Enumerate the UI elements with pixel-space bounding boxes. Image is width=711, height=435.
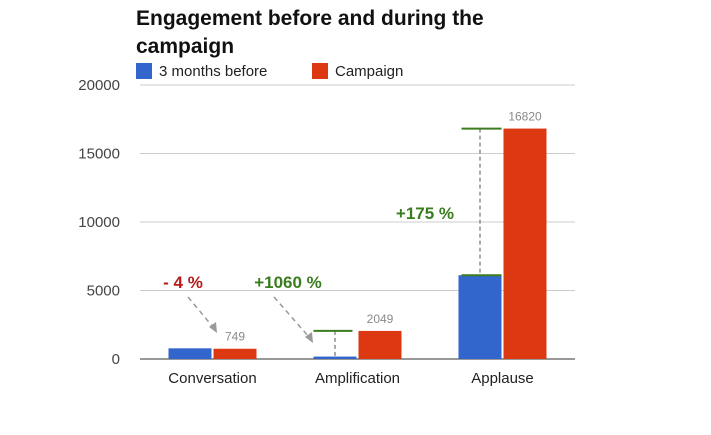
annotation-label: +175 %: [396, 204, 454, 223]
y-axis-ticks: 0 5000 10000 15000 20000: [78, 77, 120, 368]
data-label: 749: [225, 330, 245, 344]
bar-campaign: [358, 330, 402, 359]
data-label: 16820: [508, 110, 542, 124]
bar-campaign: [213, 348, 257, 359]
annotation-arrow: [273, 296, 310, 338]
y-tick-label: 5000: [87, 283, 120, 300]
bar-3-months-before: [458, 275, 502, 359]
legend-label-before: 3 months before: [159, 63, 267, 80]
bar-campaign: [503, 128, 547, 359]
legend: 3 months before Campaign: [136, 63, 403, 80]
annotations: - 4 % +1060 % +175 %: [163, 127, 502, 357]
annotation-arrowhead: [305, 332, 313, 343]
data-label: 2049: [367, 312, 394, 326]
annotation-label: - 4 %: [163, 273, 203, 292]
annotation-arrow: [187, 296, 214, 328]
annotation-arrowhead: [209, 322, 217, 333]
category-label: Applause: [471, 370, 534, 387]
category-label: Amplification: [315, 370, 400, 387]
y-tick-label: 10000: [78, 214, 120, 231]
bar-3-months-before: [168, 348, 212, 359]
category-label: Conversation: [168, 370, 256, 387]
y-tick-label: 15000: [78, 146, 120, 163]
data-labels: 749 2049 16820: [225, 110, 542, 344]
chart-title-line-1: Engagement before and during the: [136, 7, 484, 30]
gridlines: [140, 84, 575, 360]
annotation-label: +1060 %: [254, 273, 322, 292]
legend-swatch-campaign: [312, 63, 328, 79]
y-tick-label: 0: [112, 351, 120, 368]
y-tick-label: 20000: [78, 77, 120, 94]
chart-title-line-2: campaign: [136, 35, 234, 58]
bars: [168, 128, 547, 359]
category-labels: Conversation Amplification Applause: [168, 370, 533, 387]
bar-3-months-before: [313, 356, 357, 359]
legend-label-campaign: Campaign: [335, 63, 403, 80]
legend-swatch-before: [136, 63, 152, 79]
